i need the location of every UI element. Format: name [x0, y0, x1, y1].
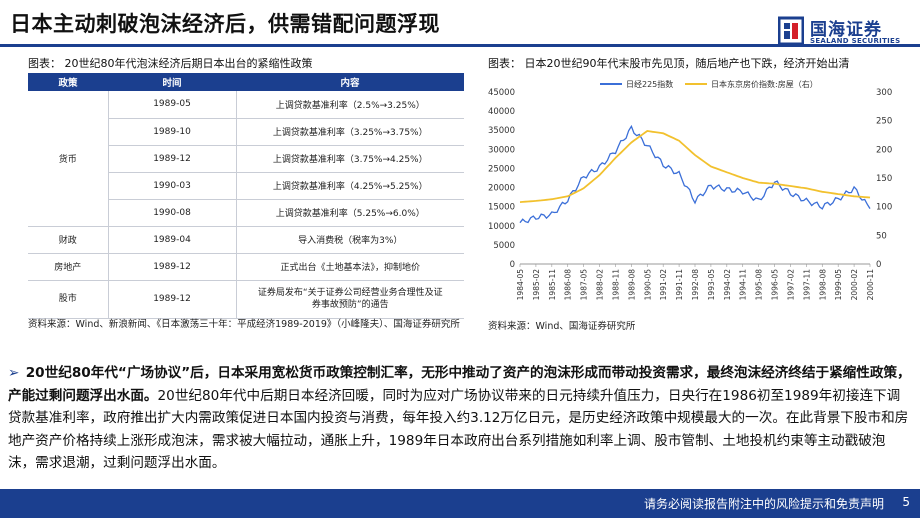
x-tick-label: 1985-11: [548, 269, 557, 301]
body-regular-text: 20世纪80年代中后期日本经济回暖，同时为应对广场协议带来的日元持续升值压力，日…: [8, 387, 909, 472]
policy-table: 政策 时间 内容 货币 1989-05 上调贷款基准利率（2.5%→3.25%）…: [28, 73, 464, 319]
table-row: 1990-03 上调贷款基准利率（4.25%→5.25%）: [28, 172, 464, 200]
y-left-tick-label: 35000: [488, 126, 515, 136]
content-cell: 上调贷款基准利率（3.25%→3.75%）: [236, 118, 464, 146]
x-tick-label: 1989-08: [627, 269, 636, 301]
y-right-tick-label: 0: [876, 260, 881, 270]
table-row: 财政 1989-04 导入消费税（税率为3%）: [28, 226, 464, 254]
y-left-tick-label: 25000: [488, 164, 515, 174]
table-header-row: 政策 时间 内容: [28, 73, 464, 91]
table-row: 1989-10 上调贷款基准利率（3.25%→3.75%）: [28, 118, 464, 146]
content-cell: 上调贷款基准利率（5.25%→6.0%）: [236, 199, 464, 227]
table-row: 房地产 1989-12 正式出台《土地基本法》，抑制地价: [28, 253, 464, 281]
x-tick-label: 1986-08: [564, 269, 573, 301]
y-right-tick-label: 250: [876, 117, 892, 127]
date-cell: 1989-12: [108, 280, 237, 319]
date-cell: 1989-12: [108, 253, 237, 281]
x-tick-label: 1997-11: [802, 269, 811, 301]
header-content: 内容: [236, 73, 464, 91]
x-tick-label: 1988-02: [596, 269, 605, 301]
content-cell: 证券局发布“关于证券公司经营业务合理性及证券事故预防”的通告: [236, 280, 464, 319]
x-tick-label: 1997-02: [786, 269, 795, 301]
x-tick-label: 1996-05: [771, 269, 780, 301]
category-cell: 股市: [28, 280, 109, 319]
x-tick-label: 2000-11: [866, 269, 875, 301]
footer-bar: 请务必阅读报告附注中的风险提示和免责声明 5: [0, 489, 920, 518]
x-tick-label: 1987-05: [580, 269, 589, 301]
x-tick-label: 1994-02: [723, 269, 732, 301]
y-right-tick-label: 50: [876, 231, 887, 241]
body-paragraph: ➢ 20世纪80年代“广场协议”后，日本采用宽松货币政策控制汇率，无形中推动了资…: [8, 362, 912, 475]
x-tick-label: 1990-05: [643, 269, 652, 301]
category-cell: 房地产: [28, 253, 109, 281]
page-title: 日本主动刺破泡沫经济后，供需错配问题浮现: [10, 12, 440, 36]
table-row: 股市 1989-12 证券局发布“关于证券公司经营业务合理性及证券事故预防”的通…: [28, 280, 464, 319]
y-right-tick-label: 200: [876, 145, 892, 155]
content-cell: 上调贷款基准利率（4.25%→5.25%）: [236, 172, 464, 200]
header-policy: 政策: [28, 73, 108, 91]
x-tick-label: 1985-02: [532, 269, 541, 301]
date-cell: 1989-04: [108, 226, 237, 254]
logo-english-name: SEALAND SECURITIES: [810, 37, 901, 45]
content-cell: 上调贷款基准利率（2.5%→3.25%）: [236, 91, 464, 119]
x-tick-label: 1991-02: [659, 269, 668, 301]
date-cell: 1990-08: [108, 199, 237, 227]
x-tick-label: 1999-05: [834, 269, 843, 301]
left-figure-source: 资料来源：Wind、新浪新闻、《日本激荡三十年：平成经济1989-2019》（小…: [28, 319, 460, 330]
header-divider: [0, 44, 920, 47]
y-left-tick-label: 40000: [488, 107, 515, 117]
x-tick-label: 1993-05: [707, 269, 716, 301]
legend-label: 日经225指数: [626, 79, 673, 89]
y-right-tick-label: 150: [876, 174, 892, 184]
logo-chinese-name: 国海证券: [810, 20, 882, 40]
x-tick-label: 1984-05: [516, 269, 525, 301]
content-cell: 上调贷款基准利率（3.75%→4.25%）: [236, 145, 464, 173]
nikkei-house-price-chart: 0 5000 10000 15000 20000 25000 30000 35000 40000…: [488, 79, 892, 301]
y-left-tick-label: 15000: [488, 203, 515, 213]
right-figure-title: 图表： 日本20世纪90年代末股市先见顶，随后地产也下跌，经济开始出清: [488, 57, 850, 70]
date-cell: 1989-10: [108, 118, 237, 146]
table-row: 1990-08 上调贷款基准利率（5.25%→6.0%）: [28, 199, 464, 227]
footer-disclaimer: 请务必阅读报告附注中的风险提示和免责声明: [643, 497, 884, 511]
y-left-tick-label: 30000: [488, 145, 515, 155]
x-tick-label: 1988-11: [611, 269, 620, 301]
header-time: 时间: [108, 73, 236, 91]
date-cell: 1989-12: [108, 145, 237, 173]
y-left-tick-label: 5000: [493, 241, 515, 251]
x-tick-label: 1992-08: [691, 269, 700, 301]
x-tick-label: 1998-08: [818, 269, 827, 301]
x-tick-label: 1994-11: [739, 269, 748, 301]
x-tick-label: 2000-02: [850, 269, 859, 301]
y-left-tick-label: 10000: [488, 222, 515, 232]
legend-label: 日本东京房价指数:房屋（右）: [711, 79, 818, 89]
right-figure-source: 资料来源：Wind、国海证券研究所: [488, 321, 636, 332]
category-cell: 货币: [28, 91, 109, 227]
bullet-arrow-icon: ➢: [8, 365, 20, 381]
content-cell: 导入消费税（税率为3%）: [236, 226, 464, 254]
left-figure-title: 图表： 20世纪80年代泡沫经济后期日本出台的紧缩性政策: [28, 57, 313, 70]
content-cell: 正式出台《土地基本法》，抑制地价: [236, 253, 464, 281]
y-right-tick-label: 100: [876, 203, 892, 213]
category-cell: 财政: [28, 226, 109, 254]
date-cell: 1989-05: [108, 91, 237, 119]
body-bold-text: 20世纪80年代“广场协议”后，日本采用宽松货币政策控制汇率，无形中推动了资产的…: [8, 365, 911, 404]
y-left-tick-label: 0: [510, 260, 515, 270]
logo-mark-icon: [778, 16, 804, 46]
y-right-tick-label: 300: [876, 88, 892, 98]
date-cell: 1990-03: [108, 172, 237, 200]
x-tick-label: 1991-11: [675, 269, 684, 301]
x-tick-label: 1995-08: [755, 269, 764, 301]
y-left-tick-label: 20000: [488, 184, 515, 194]
y-left-tick-label: 45000: [488, 88, 515, 98]
page-number: 5: [902, 495, 910, 509]
table-row: 货币 1989-05 上调贷款基准利率（2.5%→3.25%）: [28, 91, 464, 227]
series-line-nikkei-225: [519, 124, 871, 224]
table-row: 1989-12 上调贷款基准利率（3.75%→4.25%）: [28, 145, 464, 173]
